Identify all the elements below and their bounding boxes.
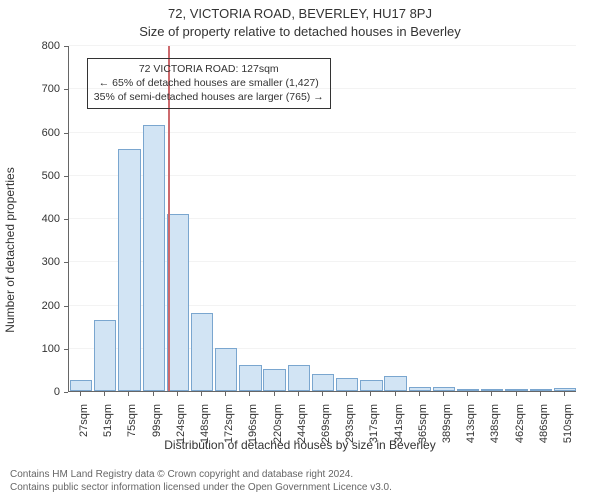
x-tick-label: 172sqm: [223, 404, 235, 464]
x-tick-mark: [443, 392, 444, 396]
x-tick-label: 75sqm: [126, 404, 138, 464]
x-tick-mark: [395, 392, 396, 396]
histogram-bar: [118, 149, 140, 391]
x-tick-mark: [491, 392, 492, 396]
histogram-bar: [336, 378, 358, 391]
y-tick-label: 500: [10, 170, 60, 182]
x-tick-label: 196sqm: [247, 404, 259, 464]
y-tick-label: 300: [10, 256, 60, 268]
y-tick-mark: [64, 262, 68, 263]
x-tick-label: 510sqm: [562, 404, 574, 464]
x-tick-mark: [104, 392, 105, 396]
y-tick-label: 700: [10, 83, 60, 95]
chart-title-sub: Size of property relative to detached ho…: [0, 24, 600, 39]
x-tick-label: 269sqm: [320, 404, 332, 464]
histogram-bar: [554, 388, 576, 391]
y-tick-mark: [64, 219, 68, 220]
y-tick-label: 400: [10, 213, 60, 225]
y-tick-label: 800: [10, 40, 60, 52]
histogram-bar: [143, 125, 165, 391]
y-tick-mark: [64, 176, 68, 177]
y-tick-mark: [64, 89, 68, 90]
footer-line-2: Contains public sector information licen…: [10, 482, 392, 495]
annotation-line-2: ← 65% of detached houses are smaller (1,…: [94, 76, 324, 90]
x-tick-label: 462sqm: [514, 404, 526, 464]
x-tick-label: 27sqm: [78, 404, 90, 464]
x-tick-mark: [540, 392, 541, 396]
histogram-bar: [239, 365, 261, 391]
annotation-line-3: 35% of semi-detached houses are larger (…: [94, 90, 324, 104]
x-tick-label: 148sqm: [199, 404, 211, 464]
x-tick-mark: [564, 392, 565, 396]
histogram-bar: [530, 389, 552, 391]
x-tick-label: 124sqm: [175, 404, 187, 464]
x-tick-mark: [298, 392, 299, 396]
x-tick-mark: [274, 392, 275, 396]
x-tick-label: 413sqm: [465, 404, 477, 464]
histogram-bar: [288, 365, 310, 391]
annotation-line-1: 72 VICTORIA ROAD: 127sqm: [94, 62, 324, 76]
gridline: [69, 45, 576, 46]
x-tick-mark: [370, 392, 371, 396]
x-tick-label: 389sqm: [441, 404, 453, 464]
x-tick-label: 51sqm: [102, 404, 114, 464]
x-tick-mark: [516, 392, 517, 396]
y-tick-label: 200: [10, 300, 60, 312]
histogram-bar: [457, 389, 479, 391]
chart-title-main: 72, VICTORIA ROAD, BEVERLEY, HU17 8PJ: [0, 6, 600, 21]
x-tick-mark: [128, 392, 129, 396]
x-tick-mark: [177, 392, 178, 396]
histogram-bar: [384, 376, 406, 391]
y-tick-mark: [64, 133, 68, 134]
x-tick-label: 293sqm: [344, 404, 356, 464]
y-tick-mark: [64, 349, 68, 350]
histogram-bar: [70, 380, 92, 391]
histogram-bar: [433, 387, 455, 391]
x-tick-mark: [153, 392, 154, 396]
histogram-bar: [263, 369, 285, 391]
histogram-bar: [94, 320, 116, 391]
histogram-bar: [191, 313, 213, 391]
y-tick-label: 600: [10, 127, 60, 139]
y-tick-mark: [64, 46, 68, 47]
plot-area: 72 VICTORIA ROAD: 127sqm ← 65% of detach…: [68, 46, 576, 392]
histogram-bar: [312, 374, 334, 391]
x-tick-mark: [201, 392, 202, 396]
annotation-box: 72 VICTORIA ROAD: 127sqm ← 65% of detach…: [87, 58, 331, 109]
x-tick-label: 341sqm: [393, 404, 405, 464]
histogram-bar: [215, 348, 237, 391]
x-tick-mark: [419, 392, 420, 396]
x-tick-label: 486sqm: [538, 404, 550, 464]
x-tick-label: 438sqm: [489, 404, 501, 464]
x-tick-mark: [322, 392, 323, 396]
x-tick-mark: [467, 392, 468, 396]
y-tick-label: 0: [10, 386, 60, 398]
x-tick-mark: [346, 392, 347, 396]
x-tick-label: 365sqm: [417, 404, 429, 464]
footer-line-1: Contains HM Land Registry data © Crown c…: [10, 469, 392, 482]
x-tick-label: 99sqm: [151, 404, 163, 464]
x-tick-mark: [225, 392, 226, 396]
histogram-bar: [409, 387, 431, 391]
histogram-bar: [360, 380, 382, 391]
x-tick-label: 317sqm: [368, 404, 380, 464]
footer-attribution: Contains HM Land Registry data © Crown c…: [10, 469, 392, 494]
chart-container: 72, VICTORIA ROAD, BEVERLEY, HU17 8PJ Si…: [0, 0, 600, 500]
y-tick-label: 100: [10, 343, 60, 355]
x-tick-mark: [249, 392, 250, 396]
histogram-bar: [505, 389, 527, 391]
y-tick-mark: [64, 392, 68, 393]
x-tick-mark: [80, 392, 81, 396]
x-tick-label: 220sqm: [272, 404, 284, 464]
y-tick-mark: [64, 306, 68, 307]
x-tick-label: 244sqm: [296, 404, 308, 464]
histogram-bar: [481, 389, 503, 391]
